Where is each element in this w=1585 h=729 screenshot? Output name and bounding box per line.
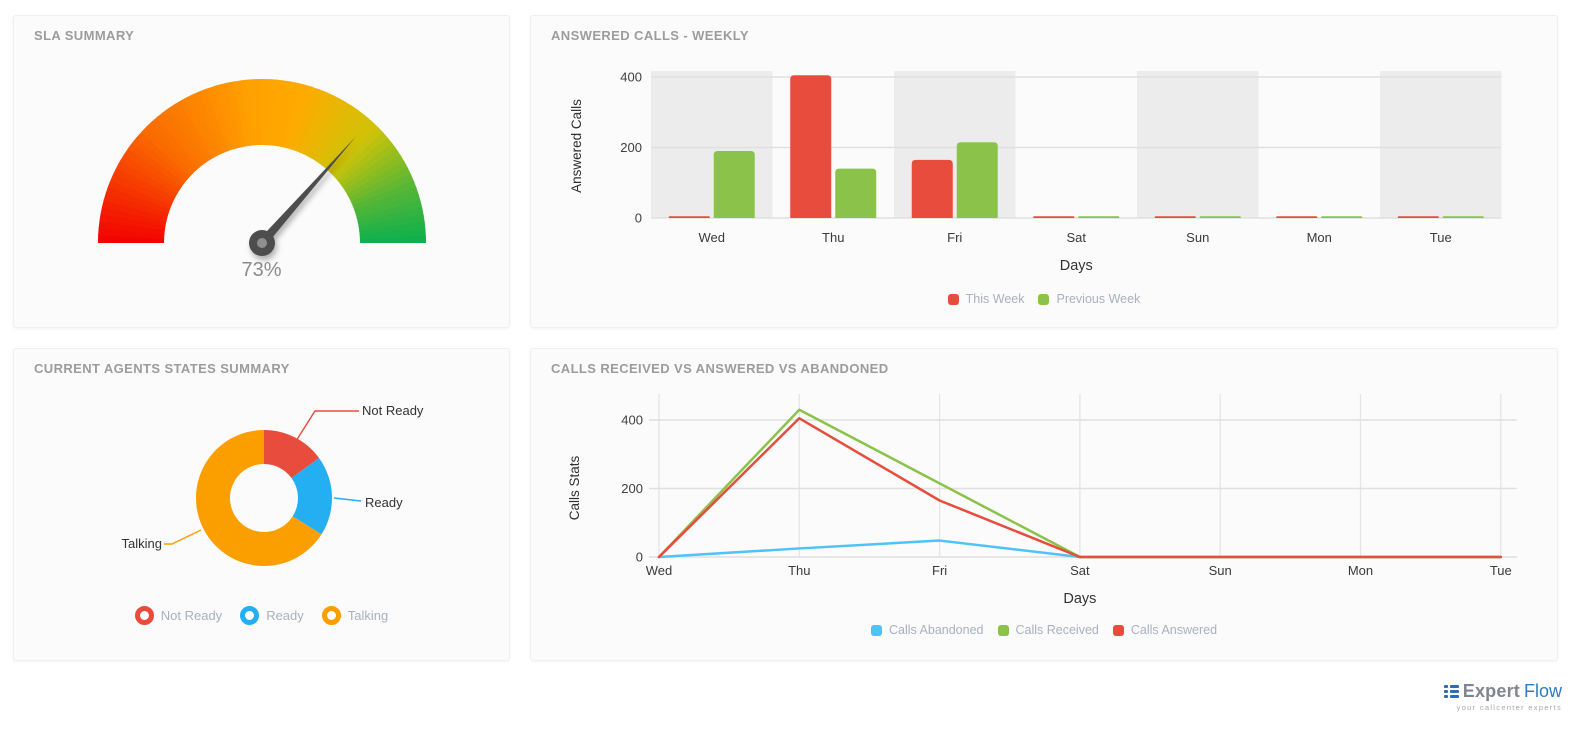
donut-legend: Not Ready Ready Talking [14, 606, 509, 625]
panel-title: CURRENT AGENTS STATES SUMMARY [34, 361, 290, 376]
sla-gauge-chart [98, 79, 426, 256]
plot-band [1380, 71, 1502, 218]
panel-title: ANSWERED CALLS - WEEKLY [551, 28, 749, 43]
bar-previous-week-fri [956, 142, 998, 218]
donut-slice-not-ready [264, 430, 320, 479]
x-tick-label: Sun [1209, 563, 1232, 578]
x-tick-label: Thu [822, 230, 844, 245]
bar-this-week-wed [668, 216, 710, 218]
logo-tagline: your callcenter experts [1456, 703, 1562, 712]
expertflow-logo: Expert Flow your callcenter experts [1441, 681, 1562, 712]
bar-this-week-sun [1154, 216, 1196, 218]
y-axis-title: Calls Stats [567, 455, 582, 520]
donut-slice-talking [196, 430, 322, 566]
legend-swatch-calls-received [997, 624, 1009, 636]
donut-callout-line [333, 497, 362, 502]
x-tick-label: Mon [1348, 563, 1373, 578]
bar-previous-week-thu [835, 168, 877, 218]
y-tick-label: 200 [620, 140, 642, 155]
legend-item-calls-received[interactable]: Calls Received [997, 623, 1099, 637]
callout-label-talking: Talking [121, 536, 162, 551]
logo-brand-primary: Expert [1462, 681, 1520, 701]
callout-label-ready: Ready [365, 495, 403, 510]
callout-label-not-ready: Not Ready [362, 403, 424, 418]
plot-band [1137, 71, 1259, 218]
y-axis-title: Answered Calls [569, 99, 584, 193]
legend-swatch-this-week [947, 293, 959, 305]
logo-brand-secondary: Flow [1523, 681, 1562, 701]
y-tick-label: 200 [621, 481, 643, 496]
x-tick-label: Mon [1307, 230, 1332, 245]
x-tick-label: Sun [1186, 230, 1209, 245]
y-tick-label: 0 [636, 550, 643, 565]
x-tick-label: Sat [1066, 230, 1086, 245]
legend-swatch-calls-abandoned [870, 624, 882, 636]
legend-ring-not-ready [134, 606, 154, 625]
agents-states-donut-chart [164, 410, 362, 566]
answered-calls-panel: ANSWERED CALLS - WEEKLY 0 200 400 Wed Thu Fri… [530, 15, 1558, 328]
bar-previous-week-sat [1078, 216, 1120, 218]
donut-callout-line [164, 529, 202, 545]
bar-previous-week-wed [713, 151, 755, 218]
x-tick-label: Wed [699, 230, 726, 245]
calls-comparison-panel: CALLS RECEIVED VS ANSWERED VS ABANDONED … [530, 348, 1558, 661]
x-tick-label: Fri [947, 230, 962, 245]
bar-this-week-sat [1033, 216, 1075, 218]
x-tick-label: Tue [1490, 563, 1512, 578]
gauge-needle [249, 136, 356, 256]
x-tick-label: Tue [1430, 230, 1452, 245]
legend-item-calls-answered[interactable]: Calls Answered [1112, 623, 1217, 637]
panel-title: CALLS RECEIVED VS ANSWERED VS ABANDONED [551, 361, 889, 376]
y-tick-label: 400 [621, 413, 643, 428]
answered-calls-bar-chart: 0 200 400 Wed Thu Fri Sat Sun Mon Tue Days Answered… [569, 70, 1502, 274]
gauge-value-label: 73% [241, 259, 282, 281]
legend-ring-talking [321, 606, 341, 625]
line-chart-legend: Calls Abandoned Calls Received Calls Ans… [531, 623, 1557, 637]
bar-previous-week-sun [1199, 216, 1241, 218]
legend-item-ready[interactable]: Ready [240, 606, 304, 625]
y-tick-label: 0 [635, 211, 642, 226]
x-tick-label: Wed [646, 563, 673, 578]
legend-item-not-ready[interactable]: Not Ready [134, 606, 222, 625]
y-tick-label: 400 [620, 70, 642, 85]
bar-this-week-thu [790, 75, 832, 218]
x-tick-label: Thu [788, 563, 810, 578]
expertflow-logo-icon [1444, 684, 1459, 699]
sla-summary-panel: SLA SUMMARY 73% [13, 15, 510, 328]
bar-this-week-fri [911, 159, 953, 218]
legend-item-talking[interactable]: Talking [321, 606, 388, 625]
x-tick-label: Sat [1070, 563, 1090, 578]
x-axis-title: Days [1060, 258, 1093, 274]
agents-states-panel: CURRENT AGENTS STATES SUMMARY Not Ready … [13, 348, 510, 661]
legend-ring-ready [240, 606, 260, 625]
legend-item-calls-abandoned[interactable]: Calls Abandoned [870, 623, 984, 637]
x-axis-title: Days [1063, 591, 1096, 607]
legend-item-previous-week[interactable]: Previous Week [1038, 292, 1140, 306]
legend-swatch-previous-week [1038, 293, 1050, 305]
x-tick-label: Fri [932, 563, 947, 578]
calls-comparison-line-chart: 0 200 400 Wed Thu Fri Sat Sun Mon Tue Days Calls St… [567, 394, 1517, 607]
donut-callout-line [295, 410, 359, 442]
legend-item-this-week[interactable]: This Week [947, 292, 1024, 306]
bar-this-week-mon [1276, 216, 1318, 218]
donut-slice-ready [291, 458, 333, 535]
legend-swatch-calls-answered [1112, 624, 1124, 636]
bar-previous-week-mon [1321, 216, 1363, 218]
bar-this-week-tue [1397, 216, 1439, 218]
panel-title: SLA SUMMARY [34, 28, 135, 43]
bar-previous-week-tue [1442, 216, 1484, 218]
line-series-calls-answered [657, 417, 1503, 559]
bar-chart-legend: This Week Previous Week [531, 292, 1557, 306]
